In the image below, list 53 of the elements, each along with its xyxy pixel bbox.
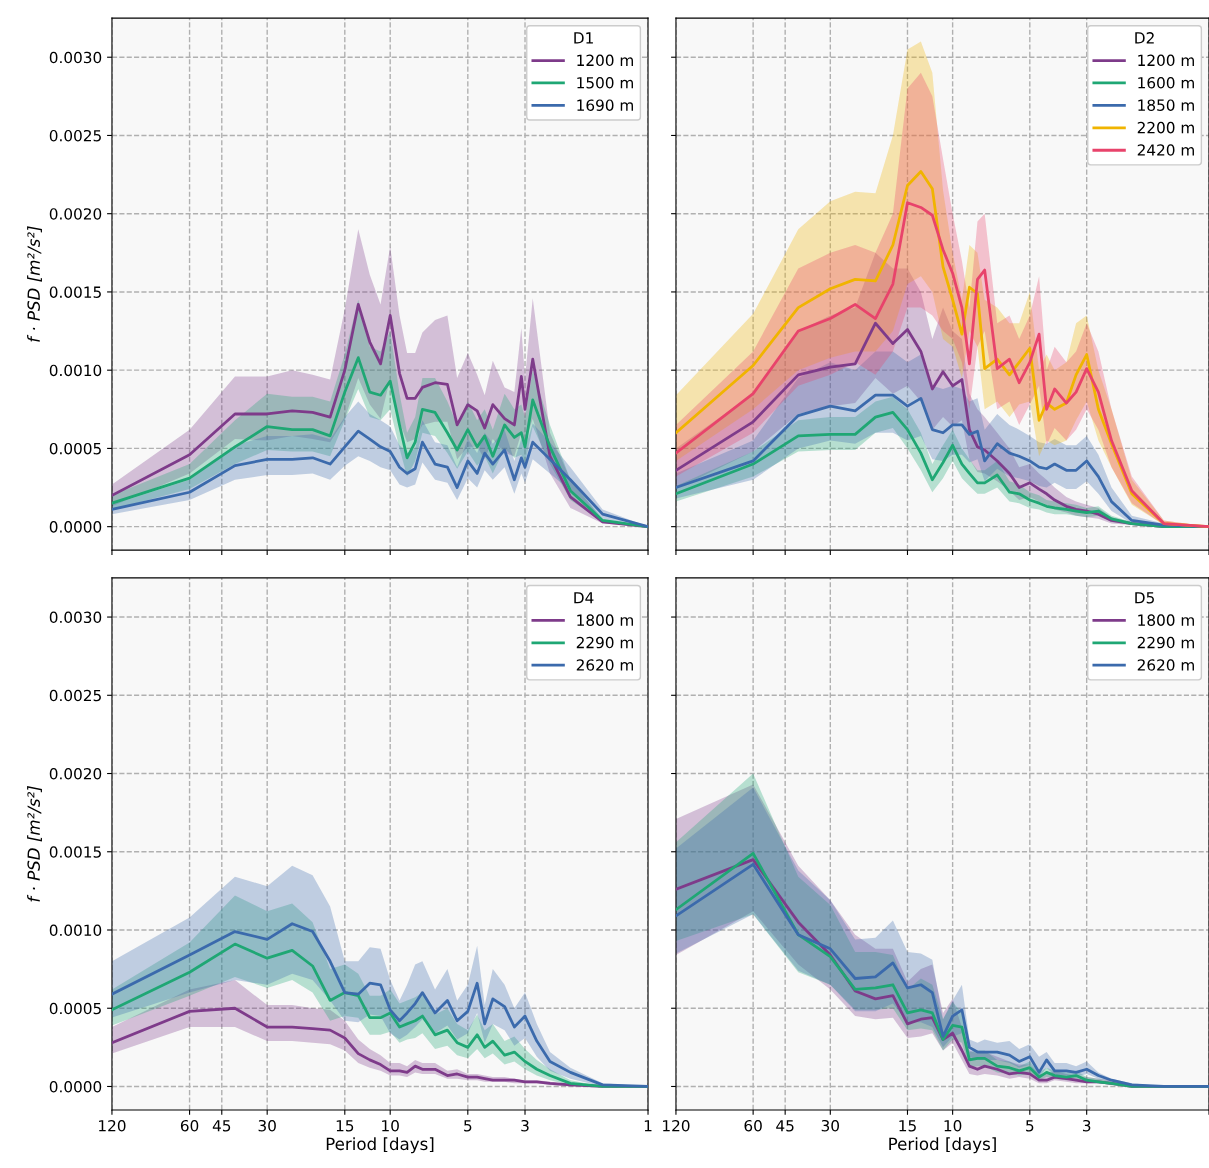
legend-label: 1600 m [1138, 76, 1194, 89]
legend-label: 2290 m [1137, 636, 1194, 649]
y-tick-label: 0.0025 [49, 689, 101, 702]
y-tick-label: 0.0025 [49, 129, 101, 142]
x-axis-title: Period [days] [326, 1137, 434, 1154]
legend-title: D1 [574, 32, 593, 44]
y-tick-label: 0.0005 [49, 442, 101, 455]
x-tick-label: 120 [99, 1119, 126, 1132]
legend-title: D4 [574, 592, 594, 604]
x-axis-title: Period [days] [889, 1137, 996, 1154]
y-tick-label: 0.0000 [49, 521, 102, 533]
legend-label: 1800 m [577, 614, 633, 626]
y-tick-label: 0.0030 [49, 51, 102, 64]
x-tick-label: 10 [944, 1119, 962, 1132]
x-tick-label: 5 [1026, 1120, 1034, 1132]
x-tick-label: 3 [521, 1119, 529, 1132]
y-tick-label: 0.0005 [49, 1002, 101, 1015]
y-axis-title: f · PSD [m²/s²] [27, 226, 42, 342]
legend-title: D5 [1135, 592, 1154, 604]
y-axis-title: f · PSD [m²/s²] [27, 786, 42, 902]
legend-label: 2290 m [576, 636, 633, 649]
y-tick-label: 0.0015 [49, 286, 101, 298]
x-tick-label: 15 [336, 1120, 354, 1132]
legend-label: 2420 m [1137, 144, 1194, 156]
legend-label: 1850 m [1138, 99, 1194, 111]
y-tick-label: 0.0000 [49, 1080, 102, 1093]
x-tick-label: 120 [663, 1119, 690, 1132]
y-tick-label: 0.0015 [49, 846, 101, 858]
y-tick-label: 0.0010 [49, 364, 102, 377]
legend-label: 1500 m [577, 76, 633, 89]
legend-label: 2200 m [1137, 121, 1194, 134]
x-tick-label: 3 [1082, 1119, 1091, 1132]
y-tick-label: 0.0010 [49, 924, 102, 937]
x-tick-label: 15 [899, 1120, 916, 1132]
legend-label: 2620 m [1137, 659, 1194, 671]
legend-label: 1800 m [1138, 614, 1194, 626]
x-tick-label: 30 [258, 1119, 276, 1132]
legend-label: 1690 m [577, 99, 633, 111]
y-tick-label: 0.0030 [49, 611, 102, 624]
x-tick-label: 60 [744, 1119, 762, 1132]
x-tick-label: 60 [180, 1119, 199, 1132]
y-tick-label: 0.0020 [49, 767, 102, 780]
x-tick-label: 45 [776, 1120, 794, 1132]
x-tick-label: 30 [821, 1119, 840, 1132]
x-tick-label: 10 [382, 1119, 399, 1132]
y-tick-label: 0.0020 [49, 208, 102, 220]
legend-label: 1200 m [577, 54, 633, 67]
legend-label: 1200 m [1138, 54, 1194, 67]
legend-label: 2620 m [576, 659, 633, 671]
x-tick-label: 1 [644, 1120, 652, 1132]
legend-title: D2 [1135, 32, 1154, 44]
x-tick-label: 5 [464, 1120, 472, 1132]
x-tick-label: 45 [212, 1120, 231, 1132]
